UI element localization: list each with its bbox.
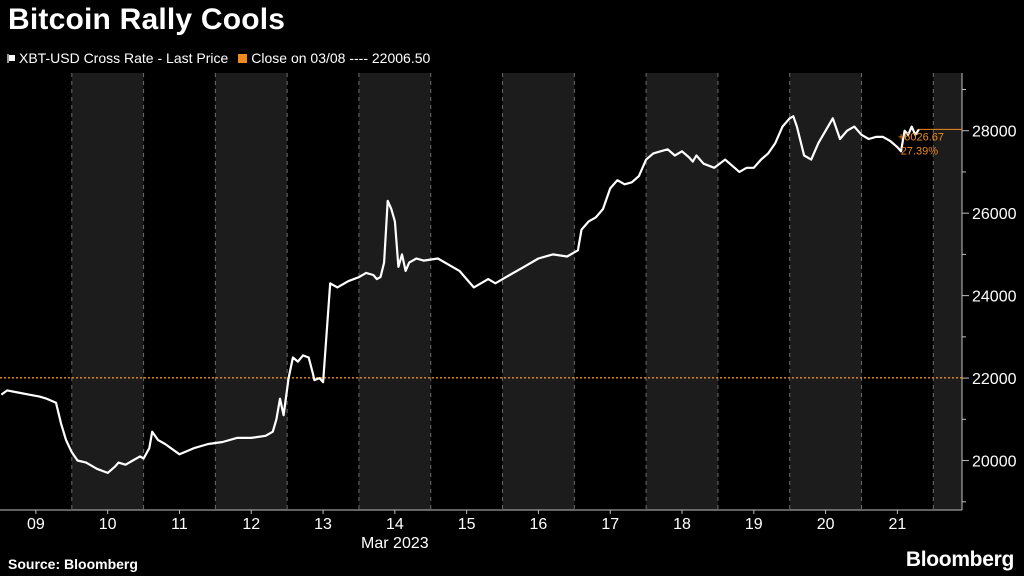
x-axis-label: Mar 2023: [361, 535, 429, 552]
day-shade-band: [358, 73, 431, 510]
day-shade-band: [71, 73, 144, 510]
x-tick-label: 17: [601, 516, 619, 533]
legend-label-price: XBT-USD Cross Rate - Last Price: [19, 50, 229, 66]
x-tick-label: 12: [242, 516, 260, 533]
legend-line-swatch-icon: [6, 52, 16, 64]
day-shade-band: [933, 73, 962, 510]
x-tick-label: 20: [817, 516, 835, 533]
x-tick-label: 15: [458, 516, 476, 533]
legend-label-close: Close on 03/08 ---- 22006.50: [251, 50, 431, 66]
x-tick-label: 19: [745, 516, 763, 533]
percent-annotation: 27.39%: [901, 145, 939, 157]
legend-box-swatch-icon: [238, 53, 248, 63]
legend: XBT-USD Cross Rate - Last Price Close on…: [6, 50, 440, 66]
y-tick-label: 26000: [972, 206, 1017, 223]
x-tick-label: 21: [888, 516, 906, 533]
y-tick-label: 20000: [972, 454, 1017, 471]
bloomberg-logo: Bloomberg: [905, 548, 1014, 571]
y-tick-label: 22000: [972, 371, 1017, 388]
y-tick-label: 28000: [972, 124, 1017, 141]
price-line: [0, 115, 920, 474]
x-tick-label: 10: [99, 516, 117, 533]
x-tick-label: 11: [171, 516, 188, 533]
chart-title: Bitcoin Rally Cools: [8, 3, 286, 36]
legend-item-price: XBT-USD Cross Rate - Last Price: [6, 50, 228, 66]
day-shade-band: [502, 73, 575, 510]
y-tick-label: 24000: [972, 289, 1017, 306]
x-tick-label: 09: [27, 516, 45, 533]
x-tick-label: 18: [673, 516, 691, 533]
x-tick-label: 16: [530, 516, 548, 533]
change-annotation: +6026.67: [898, 131, 944, 143]
day-shade-band: [646, 73, 718, 510]
x-tick-label: 14: [386, 516, 404, 533]
day-shade-band: [215, 73, 288, 510]
source-note: Source: Bloomberg: [8, 556, 138, 572]
x-tick-label: 13: [314, 516, 332, 533]
legend-item-close: Close on 03/08 ---- 22006.50: [238, 50, 430, 66]
